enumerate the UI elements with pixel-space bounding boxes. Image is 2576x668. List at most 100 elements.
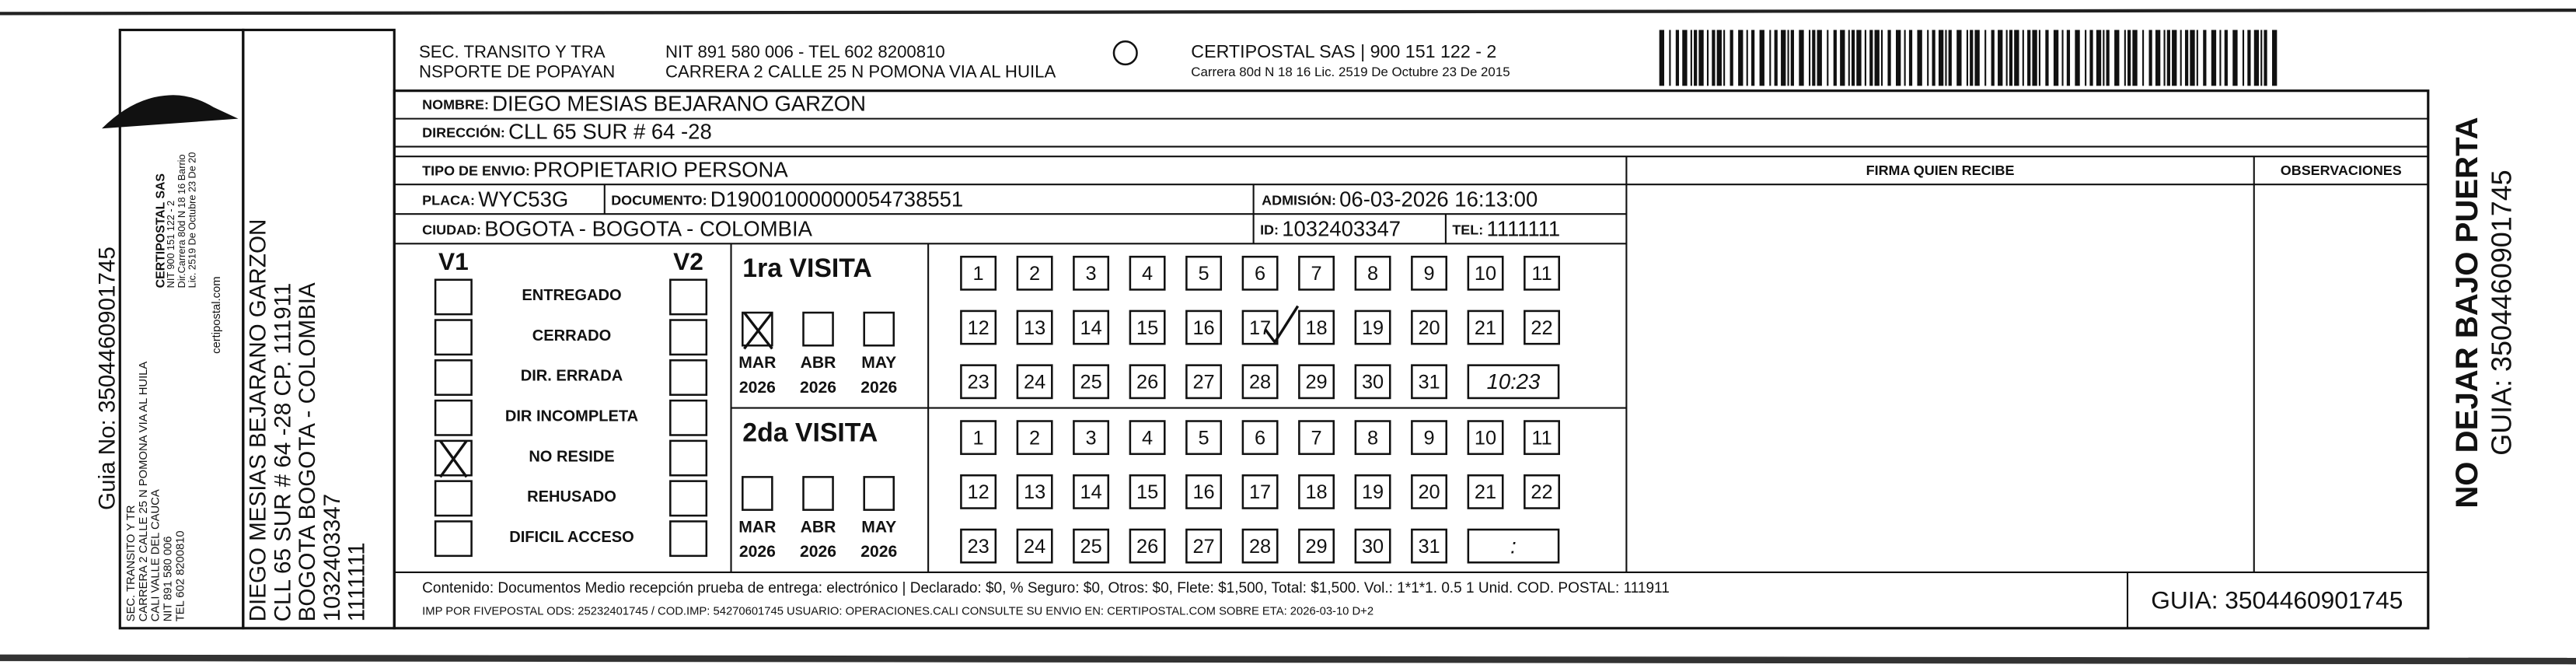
handwritten-marks [439, 305, 1300, 478]
logo-line: CERTIPOSTAL SAS [154, 173, 167, 288]
day-number: 15 [1136, 317, 1158, 339]
field-label: NOMBRE: [422, 96, 489, 112]
barcode-bar [1856, 30, 1862, 86]
day-number: 1 [973, 263, 984, 285]
column-title: OBSERVACIONES [2281, 163, 2402, 178]
checkbox-v2 [669, 439, 708, 477]
field-value: PROPIETARIO PERSONA [533, 158, 788, 182]
barcode-bar [2022, 30, 2024, 86]
barcode-bar [2224, 30, 2228, 86]
barcode-bar [2203, 30, 2207, 86]
day-box [1016, 528, 1053, 564]
barcode-bar [1746, 30, 1748, 86]
field-label: TIPO DE ENVIO: [422, 163, 530, 178]
barcode-bar [2053, 30, 2059, 86]
day-box [1524, 310, 1560, 345]
checkbox-v2 [669, 319, 708, 356]
field-label: ID: [1260, 222, 1279, 237]
day-number: 27 [1192, 372, 1214, 393]
sender-line: CARRERA 2 CALLE 25 N POMONA VIA AL HUILA [138, 362, 150, 622]
day-box [1241, 528, 1279, 564]
barcode-bar [1840, 30, 1845, 86]
day-box [1354, 528, 1391, 564]
barcode-bar [1790, 30, 1794, 86]
day-number: 13 [1024, 317, 1045, 339]
day-number: 22 [1531, 317, 1552, 339]
day-box [1129, 255, 1166, 291]
field: DIRECCIÓN: CLL 65 SUR # 64 -28 [422, 120, 712, 144]
barcode-bar [1723, 30, 1726, 86]
main-frame [393, 89, 2430, 630]
barcode-bar [1917, 30, 1922, 86]
logo-line: NIT 900 151 122 - 2 [166, 201, 176, 288]
day-box [1241, 364, 1279, 400]
barcode-bar [2271, 30, 2278, 86]
reason-label: DIR. ERRADA [521, 368, 623, 385]
barcode-bar [2166, 30, 2170, 86]
day-number: 24 [1024, 372, 1045, 393]
barcode-bar [2027, 30, 2031, 86]
field-value: 1032403347 [1282, 217, 1401, 241]
barcode-bar [1817, 30, 1822, 86]
barcode-bar [1774, 30, 1778, 86]
checkbox-v1 [434, 399, 473, 436]
day-number: 26 [1136, 536, 1158, 558]
day-box [1411, 474, 1448, 509]
barcode-bar [2190, 30, 2195, 86]
barcode-bar [1966, 30, 1968, 86]
day-number: 15 [1136, 481, 1158, 503]
field-label: ADMISIÓN: [1262, 191, 1336, 208]
field-value: DIEGO MESIAS BEJARANO GARZON [492, 92, 866, 116]
barcode-bar [1659, 30, 1664, 86]
day-number: 12 [967, 317, 989, 339]
day-box [1467, 255, 1504, 291]
day-number: 1 [973, 427, 984, 449]
day-number: 5 [1199, 263, 1209, 285]
barcode-bar [2155, 30, 2161, 86]
day-box [1298, 420, 1335, 456]
day-box [1298, 310, 1335, 345]
logo-shape [102, 95, 239, 129]
month-year: 2026 [860, 543, 897, 561]
scan-edge [0, 654, 2576, 665]
barcode-bar [1808, 30, 1811, 86]
month-label: MAY [861, 518, 896, 536]
checkbox-v2 [669, 359, 708, 396]
day-box [1241, 474, 1279, 509]
day-box [1129, 310, 1166, 345]
sender-line: TEL 602 8200810 [174, 530, 187, 621]
v2-title: V2 [673, 247, 703, 275]
barcode-bar [1880, 30, 1883, 86]
barcode-bar [1730, 30, 1733, 86]
day-box [1467, 310, 1504, 345]
barcode-bar [1759, 30, 1764, 86]
barcode-bar [1984, 30, 1987, 86]
month-checkbox [863, 476, 895, 511]
barcode-bar [2089, 30, 2093, 86]
day-number: 7 [1311, 427, 1322, 449]
time-box [1467, 528, 1560, 564]
header-contact: CARRERA 2 CALLE 25 N POMONA VIA AL HUILA [665, 61, 1056, 81]
barcode-bar [1833, 30, 1837, 86]
day-number: 9 [1423, 427, 1434, 449]
barcode-bar [1682, 30, 1688, 86]
field-value: WYC53G [478, 187, 568, 212]
recipient-line: 1111111 [344, 542, 370, 621]
day-box [1354, 310, 1391, 345]
barcode-bar [1887, 30, 1891, 86]
recipient-line: CLL 65 SUR # 64 -28 CP. 111911 [270, 283, 295, 622]
checkbox-v1 [434, 520, 473, 558]
barcode-bar [2142, 30, 2145, 86]
day-number: 4 [1142, 427, 1153, 449]
barcode-bar [2085, 30, 2087, 86]
month-label: MAR [738, 518, 776, 536]
barcode-bar [2114, 30, 2120, 86]
barcode-bar [1904, 30, 1906, 86]
day-number: 18 [1305, 317, 1327, 339]
day-number: 29 [1305, 536, 1327, 558]
day-box [1411, 364, 1448, 400]
header-sender: NSPORTE DE POPAYAN [419, 61, 615, 81]
barcode-bar [2232, 30, 2238, 86]
day-box [1016, 474, 1053, 509]
day-box [1411, 420, 1448, 456]
